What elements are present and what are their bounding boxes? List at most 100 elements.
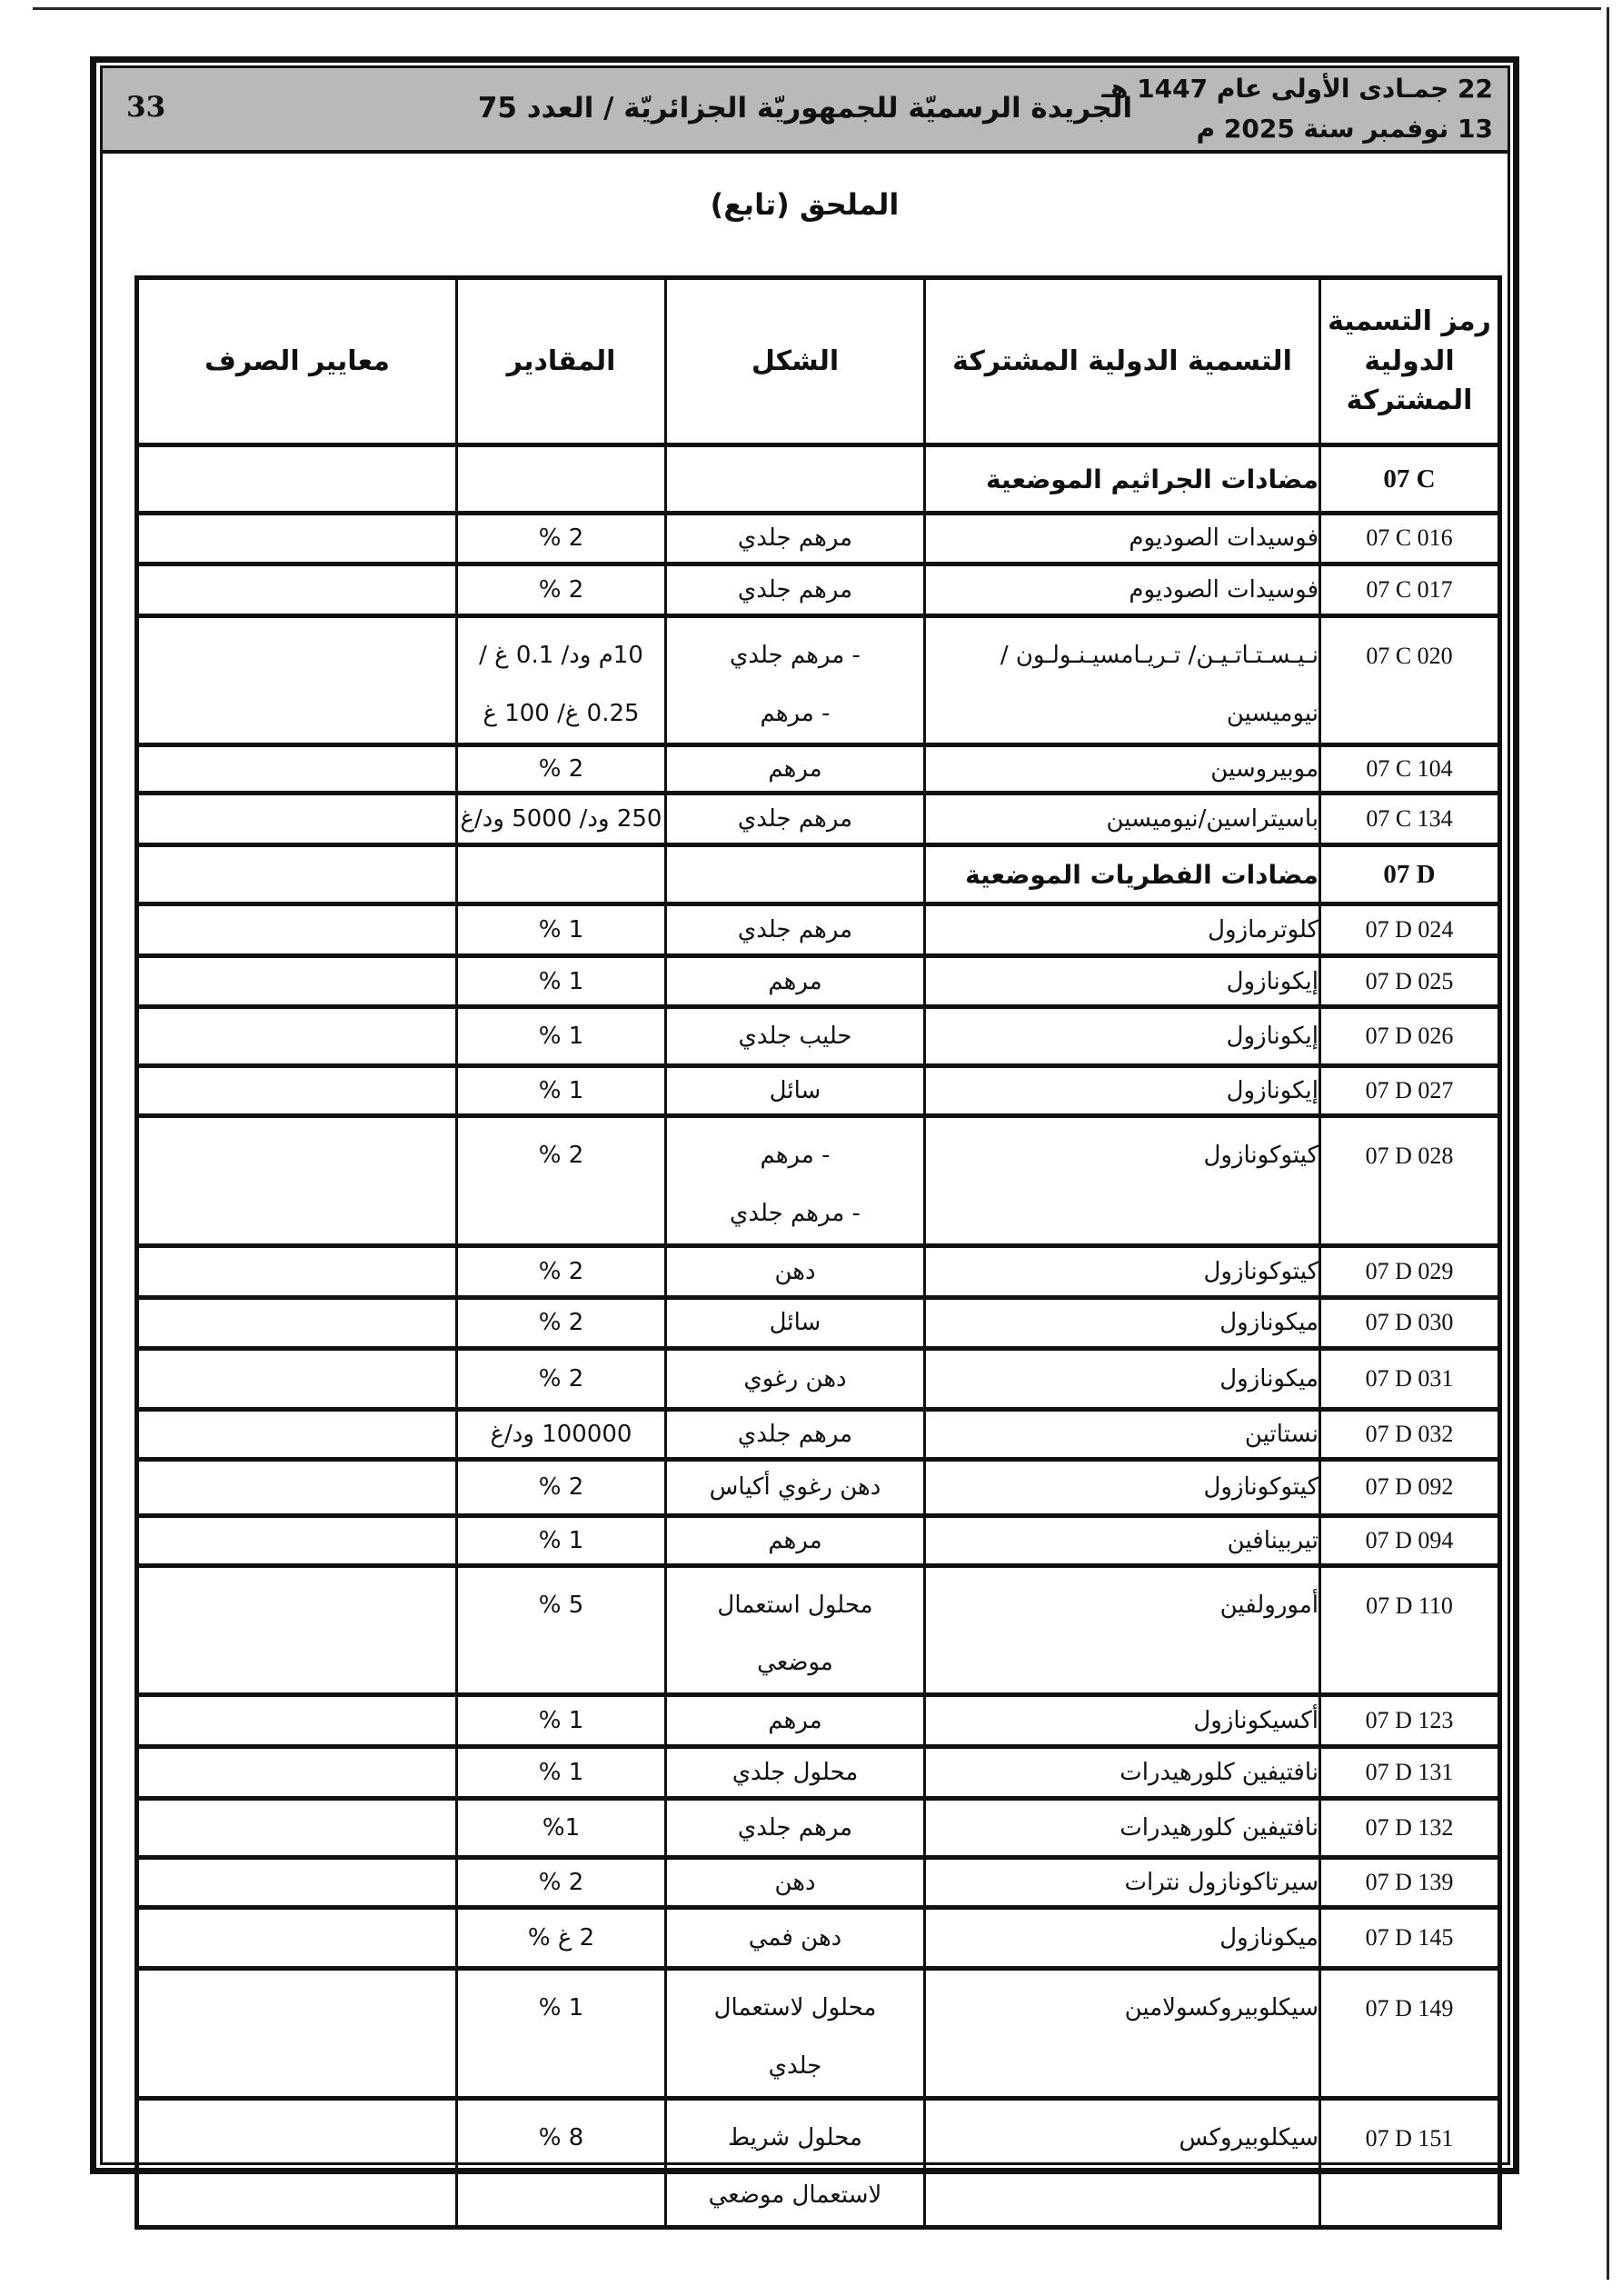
qty-cell: 2 % [455,562,667,618]
code-cell: 07 D 030 [1318,1294,1501,1351]
criteria-cell [135,1562,458,1698]
name-cell: أكسيكونازول [923,1692,1321,1750]
criteria-cell [135,511,458,566]
form-cell: دهن فمي [664,1905,926,1972]
code-cell: 07 C 016 [1318,511,1501,566]
section-row: 07 D مضادات الفطريات الموضعية [135,843,1501,907]
criteria-cell [135,1243,458,1300]
qty-cell: 2 غ % [455,1905,667,1972]
code-cell: 07 C 017 [1318,562,1501,618]
table-row: 07 D 149 سيكلوبيروكسولامين محلول لاستعمال … [135,1966,1501,2101]
form-cell: مرهم جلدي [664,902,926,959]
name-cell: كيتوكونازول [923,1456,1321,1518]
table-row: 07 C 016 فوسيدات الصوديوم مرهم جلدي 2 % [135,511,1501,566]
table-row: 07 D 029 كيتوكونازول دهن 2 % [135,1243,1501,1300]
name-cell: سيكلوبيروكسولامين [923,1966,1321,2101]
qty-cell [455,843,667,907]
form-cell: محلول جلدي [664,1744,926,1802]
form-cell: مرهم جلدي [664,1406,926,1462]
medicines-table: رمز التسمية الدولية المشتركة التسمية الد… [134,275,1502,2230]
table-row: 07 D 027 إيكونازول سائل 1 % [135,1063,1501,1119]
form-cell: محلول شريط لاستعمال موضعي [664,2095,926,2230]
name-cell: فوسيدات الصوديوم [923,511,1321,566]
qty-cell: 1 % [455,1966,667,2101]
name-cell: فوسيدات الصوديوم [923,562,1321,618]
name-cell: أمورولفين [923,1562,1321,1698]
criteria-cell [135,902,458,959]
criteria-cell [135,791,458,848]
criteria-cell [135,1345,458,1412]
code-cell: 07 D 092 [1318,1456,1501,1518]
name-cell: كلوترمازول [923,902,1321,959]
table-row: 07 D 131 نافتيفين كلورهيدرات محلول جلدي 1 % [135,1744,1501,1802]
code-cell: 07 D 151 [1318,2095,1501,2230]
criteria-cell [135,843,458,907]
name-cell: مضادات الجراثيم الموضعية [923,443,1321,515]
form-cell: - مرهم - مرهم جلدي [664,1113,926,1248]
medicines-table-wrap: رمز التسمية الدولية المشتركة التسمية الد… [134,275,1502,2230]
name-cell: ميكونازول [923,1905,1321,1972]
header-form: الشكل [664,275,926,447]
name-cell: كيتوكونازول [923,1113,1321,1248]
qty-cell: 1 % [455,902,667,959]
criteria-cell [135,613,458,748]
qty-cell: 2 % [455,1855,667,1911]
code-cell: 07 D 149 [1318,1966,1501,2101]
header-code: رمز التسمية الدولية المشتركة [1318,275,1501,447]
name-cell: نافتيفين كلورهيدرات [923,1744,1321,1802]
criteria-cell [135,1063,458,1119]
criteria-cell [135,1966,458,2101]
qty-cell: 1 % [455,1744,667,1802]
criteria-cell [135,743,458,796]
form-cell: مرهم [664,953,926,1010]
form-cell: دهن [664,1855,926,1911]
qty-cell: 2 % [455,1456,667,1518]
code-cell: 07 D [1318,843,1501,907]
code-cell: 07 D 029 [1318,1243,1501,1300]
code-cell: 07 D 139 [1318,1855,1501,1911]
code-cell: 07 D 026 [1318,1004,1501,1069]
criteria-cell [135,562,458,618]
table-row: 07 D 094 تيربينافين مرهم 1 % [135,1512,1501,1568]
table-row: 07 C 017 فوسيدات الصوديوم مرهم جلدي 2 % [135,562,1501,618]
code-cell: 07 C 020 [1318,613,1501,748]
table-header-row: رمز التسمية الدولية المشتركة التسمية الد… [135,275,1501,447]
form-cell [664,843,926,907]
criteria-cell [135,1905,458,1972]
criteria-cell [135,1855,458,1911]
form-cell: سائل [664,1063,926,1119]
form-cell: حليب جلدي [664,1004,926,1069]
form-cell: سائل [664,1294,926,1351]
table-row: 07 D 139 سيرتاكونازول نترات دهن 2 % [135,1855,1501,1911]
qty-cell: 2 % [455,743,667,796]
qty-cell: 2 % [455,1113,667,1248]
name-cell: نستاتين [923,1406,1321,1462]
annex-title: الملحق (تابع) [710,187,900,222]
code-cell: 07 D 145 [1318,1905,1501,1972]
table-row: 07 C 134 باسيتراسين/نيوميسين مرهم جلدي 250 … [135,791,1501,848]
table-row: 07 D 026 إيكونازول حليب جلدي 1 % [135,1004,1501,1069]
form-cell: - مرهم جلدي - مرهم [664,613,926,748]
code-cell: 07 D 032 [1318,1406,1501,1462]
qty-cell: 5 % [455,1562,667,1698]
table-row: 07 D 151 سيكلوبيروكس محلول شريط لاستعمال م… [135,2095,1501,2230]
name-cell: نافتيفين كلورهيدرات [923,1796,1321,1861]
header-criteria: معايير الصرف [135,275,458,447]
table-row: 07 D 030 ميكونازول سائل 2 % [135,1294,1501,1351]
name-cell: إيكونازول [923,953,1321,1010]
form-cell: محلول استعمال موضعي [664,1562,926,1698]
table-row: 07 D 032 نستاتين مرهم جلدي 100000 ود/غ [135,1406,1501,1462]
name-cell: تيربينافين [923,1512,1321,1568]
code-cell: 07 D 123 [1318,1692,1501,1750]
name-cell: ميكونازول [923,1345,1321,1412]
name-cell: موبيروسين [923,743,1321,796]
form-cell: مرهم [664,1512,926,1568]
form-cell: دهن رغوي [664,1345,926,1412]
criteria-cell [135,1744,458,1802]
code-cell: 07 D 131 [1318,1744,1501,1802]
code-cell: 07 D 132 [1318,1796,1501,1861]
header-name: التسمية الدولية المشتركة [923,275,1321,447]
table-row: 07 D 132 نافتيفين كلورهيدرات مرهم جلدي %1 [135,1796,1501,1861]
qty-cell: 10م ود/ 0.1 غ / 0.25 غ/ 100 غ [455,613,667,748]
